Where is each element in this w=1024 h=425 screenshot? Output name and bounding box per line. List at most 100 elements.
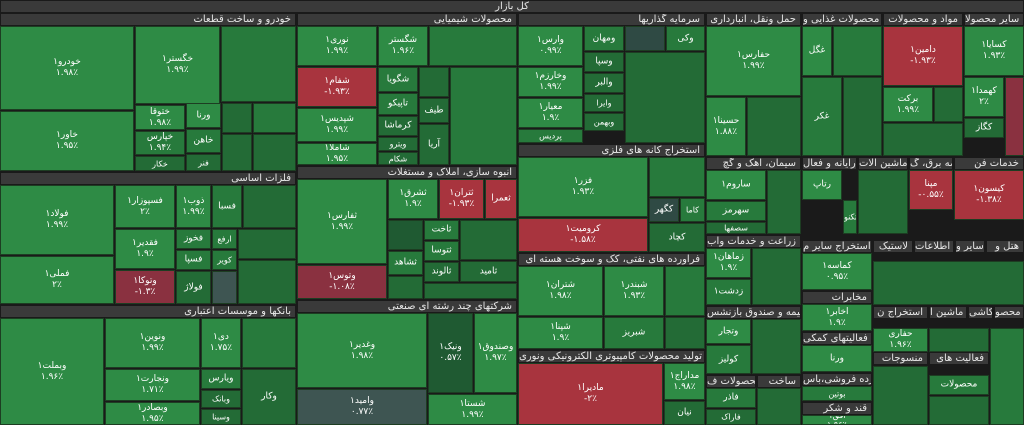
sector-header[interactable]: فلزات اساسی — [0, 172, 296, 185]
stock-tile[interactable]: ویترو — [378, 137, 418, 151]
stock-tile[interactable] — [419, 67, 449, 97]
stock-tile[interactable]: والبر — [584, 73, 624, 93]
stock-tile[interactable]: ختوقا ۱.۹۸٪ — [135, 105, 185, 130]
stock-tile[interactable] — [873, 366, 928, 425]
stock-tile[interactable] — [424, 283, 517, 299]
stock-tile[interactable]: حفارس۱ ۱.۹۹٪ — [706, 26, 801, 96]
stock-tile[interactable]: فقدیر۱ ۱.۹٪ — [115, 229, 175, 269]
stock-tile[interactable] — [388, 220, 423, 250]
sector-header[interactable]: ساخت — [757, 375, 801, 388]
stock-tile[interactable]: رتاپ — [802, 170, 842, 200]
stock-tile[interactable]: کگاز — [964, 118, 1004, 138]
stock-tile[interactable]: فاراک — [706, 409, 756, 425]
stock-tile[interactable] — [222, 103, 252, 133]
stock-tile[interactable]: وارس۱ ۰.۹۹٪ — [518, 26, 583, 66]
stock-tile[interactable]: نوری۱ ۱.۹۹٪ — [297, 26, 377, 66]
stock-tile[interactable]: وامید۱ ۰.۷۷٪ — [297, 389, 427, 425]
stock-tile[interactable]: پردیس — [518, 129, 583, 143]
sector-header[interactable]: فراورده های نفتی، کک و سوخت هسته ای — [518, 253, 705, 266]
stock-tile[interactable] — [665, 266, 705, 316]
stock-tile[interactable]: وتوکا۱ -۱.۳٪ — [115, 270, 175, 304]
stock-tile[interactable]: کگهر — [649, 198, 679, 222]
sector-header[interactable]: سیمان، آهک و گچ — [706, 157, 801, 170]
stock-tile[interactable]: حفاری ۱.۹۶٪ — [873, 328, 928, 352]
sector-header[interactable]: استخراج ن — [873, 306, 928, 319]
stock-tile[interactable]: فملی۱ ۲٪ — [0, 256, 114, 304]
sector-header[interactable]: منسوجات — [873, 352, 928, 365]
stock-tile[interactable]: ثشرق۱ ۱.۹٪ — [388, 179, 438, 219]
sector-header[interactable]: مخابرات — [802, 291, 872, 304]
stock-tile[interactable]: وبهمن — [584, 113, 624, 131]
stock-tile[interactable]: مداراج۱ ۱.۹۸٪ — [664, 363, 705, 400]
stock-tile[interactable]: ذوب۱ ۱.۹۹٪ — [176, 185, 211, 228]
stock-tile[interactable]: شتران۱ ۱.۹۸٪ — [518, 266, 603, 316]
stock-tile[interactable]: بوتین — [802, 386, 872, 401]
stock-tile[interactable] — [752, 319, 801, 374]
stock-tile[interactable]: شفام۱ -۱.۹۳٪ — [297, 67, 377, 107]
stock-tile[interactable]: شپدیس۱ ۱.۹۹٪ — [297, 108, 377, 142]
stock-tile[interactable] — [429, 26, 517, 66]
sector-header[interactable]: سایر و — [955, 240, 985, 253]
stock-tile[interactable]: خاهن — [186, 129, 221, 153]
stock-tile[interactable]: ثاخت — [424, 220, 459, 240]
stock-tile[interactable]: فولاد۱ ۱.۹۹٪ — [0, 185, 114, 255]
sector-header[interactable]: زراعت و خدمات واب — [706, 235, 801, 248]
sector-header[interactable]: استخراج سایر م — [802, 240, 872, 253]
sector-header[interactable]: عرضه برق، گ — [909, 157, 953, 170]
stock-tile[interactable]: زدشت۱ — [706, 279, 751, 305]
stock-tile[interactable] — [212, 271, 237, 304]
stock-tile[interactable]: شکام — [378, 152, 418, 165]
stock-tile[interactable]: خکار — [135, 156, 185, 171]
sector-header[interactable]: حمل ونقل، انبارداری — [706, 13, 801, 26]
stock-tile[interactable]: خپارس ۱.۹۴٪ — [135, 131, 185, 155]
stock-tile[interactable]: ومهان — [584, 26, 624, 51]
stock-tile[interactable]: تکنو — [843, 200, 857, 234]
stock-tile[interactable] — [1005, 77, 1024, 156]
stock-tile[interactable]: ورنا — [802, 345, 872, 372]
stock-tile[interactable]: خگستر۱ ۱.۹۹٪ — [135, 26, 220, 104]
stock-tile[interactable]: فزر۱ ۱.۹۳٪ — [518, 157, 648, 217]
sector-header[interactable]: لاستیک — [873, 240, 913, 253]
stock-tile[interactable]: شپنا۱ ۱.۹٪ — [518, 317, 603, 349]
sector-header[interactable]: سرمایه گذاریها — [518, 13, 705, 26]
sector-header[interactable]: تولید محصولات کامپیوتری الکترونیکی ونوری — [518, 350, 705, 363]
stock-tile[interactable] — [625, 52, 705, 143]
sector-header[interactable]: رایانه و فعال — [802, 157, 857, 170]
stock-tile[interactable] — [752, 248, 801, 305]
stock-tile[interactable]: کویر — [212, 250, 237, 270]
stock-tile[interactable]: آریا — [419, 124, 449, 165]
stock-tile[interactable]: وتجار — [706, 319, 751, 344]
stock-tile[interactable] — [883, 123, 963, 156]
stock-tile[interactable]: خودرو۱ ۱.۹۸٪ — [0, 26, 134, 110]
sector-header[interactable]: محصولات غذایی و — [802, 13, 882, 26]
stock-tile[interactable]: وخارزم۱ ۱.۹۹٪ — [518, 67, 583, 97]
sector-header[interactable]: کاشی — [968, 306, 993, 319]
sector-header[interactable]: قند و شکر — [802, 402, 872, 415]
sector-header[interactable]: خودرو و ساخت قطعات — [0, 13, 296, 26]
stock-tile[interactable] — [833, 26, 882, 76]
stock-tile[interactable] — [625, 26, 665, 51]
stock-tile[interactable] — [460, 220, 517, 260]
stock-tile[interactable] — [238, 229, 296, 259]
stock-tile[interactable] — [649, 157, 705, 197]
stock-tile[interactable]: فولاژ — [176, 271, 211, 304]
stock-tile[interactable] — [843, 77, 882, 156]
sector-header[interactable]: محصولات ف — [706, 375, 756, 388]
sector-header[interactable]: خدمات فن — [954, 157, 1024, 170]
stock-tile[interactable]: ثشاهد — [388, 251, 423, 275]
stock-tile[interactable]: دامین۱ -۱.۹۳٪ — [883, 26, 963, 86]
sector-header[interactable]: محصو — [994, 306, 1024, 319]
stock-tile[interactable]: دی۱ ۱.۷۵٪ — [201, 318, 241, 368]
stock-tile[interactable]: فخوز — [176, 229, 211, 249]
stock-tile[interactable]: ورنا — [186, 103, 221, 128]
stock-tile[interactable]: فنر — [186, 154, 221, 171]
stock-tile[interactable]: غگل — [802, 26, 832, 76]
stock-tile[interactable]: خاور۱ ۱.۹۵٪ — [0, 111, 134, 171]
stock-tile[interactable]: سهرمز — [706, 201, 766, 221]
sector-header[interactable]: فعالیتهای کمکی — [802, 332, 872, 345]
stock-tile[interactable]: وکار — [242, 369, 296, 425]
stock-tile[interactable] — [242, 318, 296, 368]
stock-tile[interactable] — [665, 317, 705, 349]
stock-tile[interactable] — [934, 87, 963, 122]
stock-tile[interactable]: محصولات — [929, 375, 989, 395]
